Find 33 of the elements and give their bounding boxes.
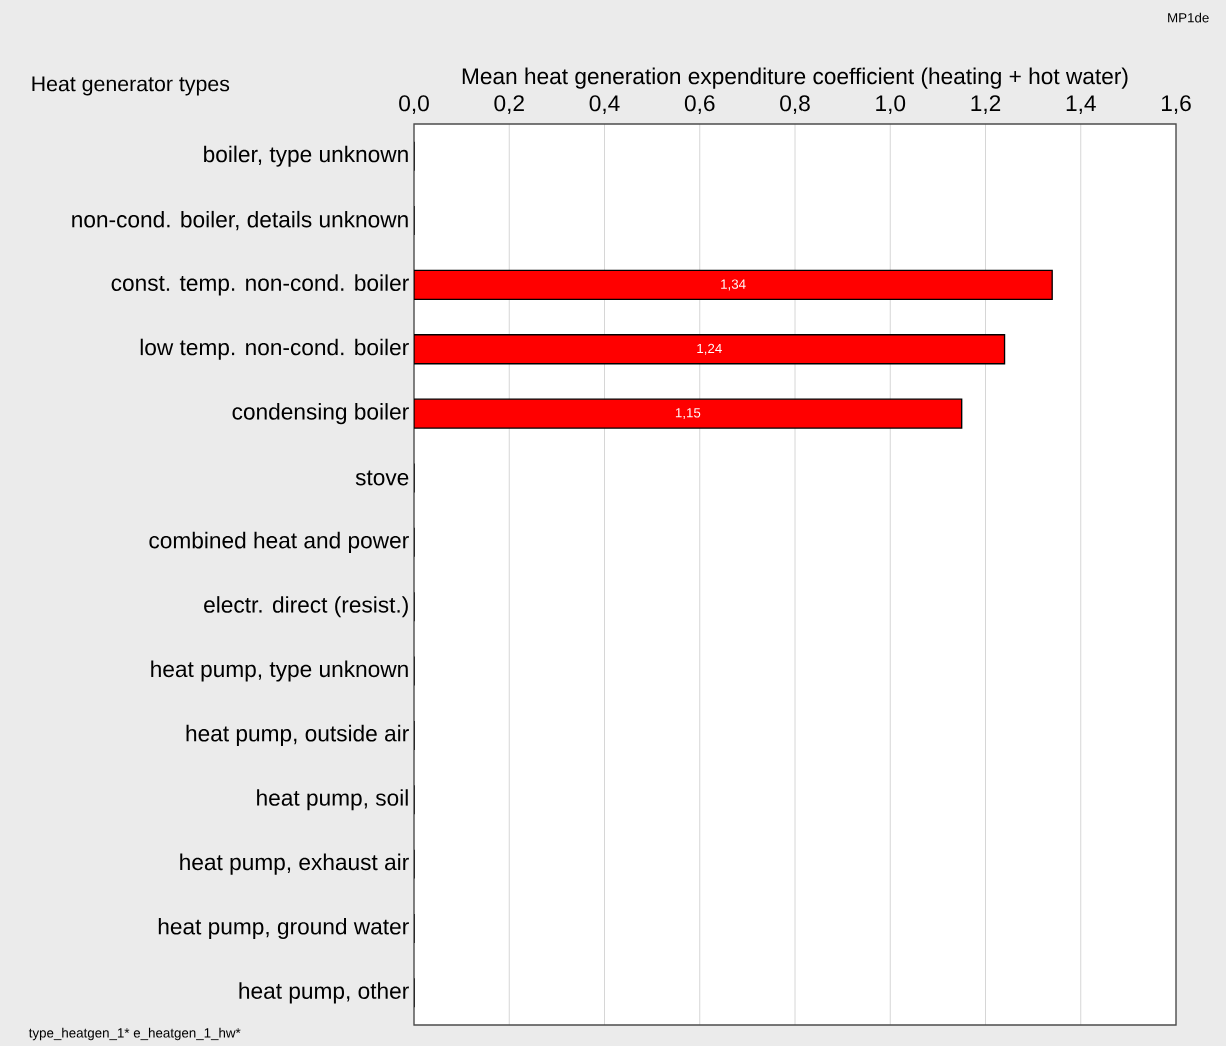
data-label: 1,15: [675, 408, 701, 420]
data-label: 1,24: [697, 343, 722, 355]
y-axis-title: Heat generator types: [32, 76, 230, 96]
y-tick-label: low temp. non-cond. boiler: [140, 338, 409, 360]
text: type_heatgen_1* e_heatgen_1_hw*: [28, 1027, 241, 1041]
bar: [414, 269, 1053, 301]
y-tick-label: heat pump, ground water: [158, 917, 409, 940]
y-tick-label: heat pump, type unknown: [151, 660, 408, 682]
data-label: 1,34: [721, 279, 746, 291]
x-tick-label: 1,4: [1066, 95, 1096, 114]
x-tick-label: 0,6: [684, 95, 715, 114]
y-tick-label: condensing boiler: [232, 403, 409, 425]
text: MP1de: [1168, 12, 1209, 23]
x-tick-label: 0,8: [780, 95, 810, 114]
y-tick-label: stove: [355, 470, 409, 486]
y-tick-label: heat pump, soil: [257, 789, 408, 811]
x-tick-label: 0,4: [589, 95, 620, 114]
bar: [414, 334, 1006, 365]
y-tick-label: boiler, type unknown: [204, 145, 408, 167]
y-tick-label: heat pump, outside air: [186, 724, 409, 746]
y-tick-label: electr. direct (resist.): [204, 596, 408, 618]
x-tick-label: 1,6: [1161, 95, 1191, 114]
bar: [414, 398, 963, 429]
y-tick-label: const. temp. non-cond. boiler: [111, 274, 409, 296]
x-tick-label: 1,2: [971, 95, 1001, 114]
y-tick-label: heat pump, other: [239, 982, 409, 1004]
y-tick-label: combined heat and power: [149, 531, 409, 553]
y-tick-label: non-cond. boiler, details unknown: [72, 210, 408, 231]
x-axis-title: Mean heat generation expenditure coefficient (heating + hot water): [462, 67, 1128, 89]
y-tick-label: heat pump, exhaust air: [180, 853, 409, 875]
x-tick-label: 0,0: [399, 95, 429, 114]
x-tick-label: 0,2: [494, 95, 524, 114]
x-tick-label: 1,0: [876, 95, 906, 114]
